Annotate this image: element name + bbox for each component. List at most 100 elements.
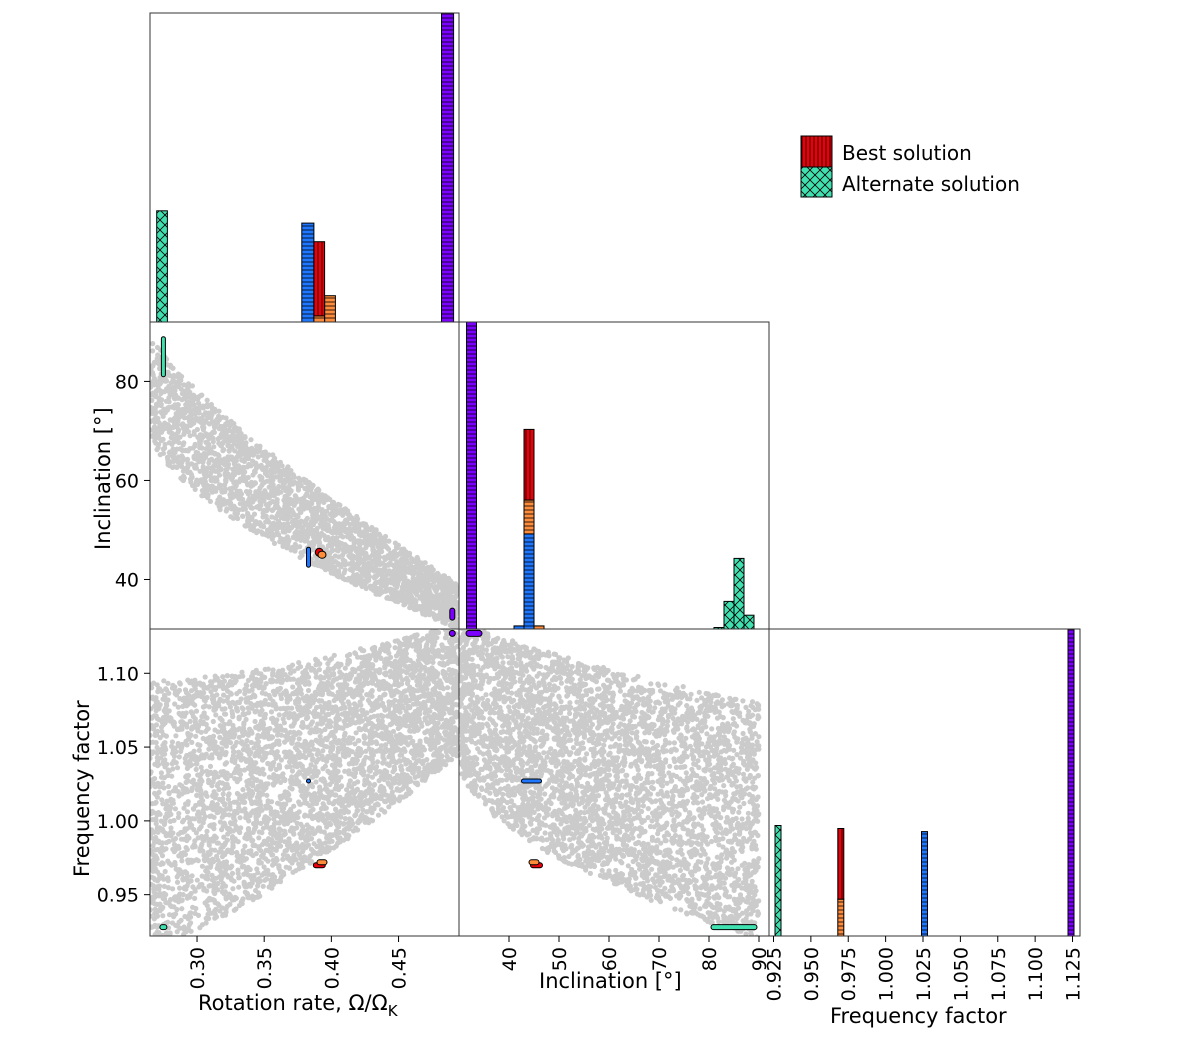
cloud-point [255, 870, 261, 876]
cloud-point [397, 747, 403, 754]
cloud-point [197, 438, 203, 445]
cloud-point [223, 508, 229, 514]
cloud-point [224, 466, 230, 472]
cloud-point [194, 426, 200, 433]
cloud-point [394, 571, 400, 577]
cloud-point [242, 843, 248, 849]
cloud-point [285, 539, 291, 545]
cloud-point [425, 576, 431, 583]
cloud-point [211, 826, 217, 832]
cloud-point [338, 532, 344, 539]
cloud-point [295, 487, 301, 493]
cloud-point [150, 827, 155, 833]
cloud-point [337, 502, 343, 508]
cloud-point [261, 864, 267, 870]
cloud-point [395, 579, 401, 585]
cloud-point [160, 913, 166, 919]
cloud-point [336, 543, 342, 549]
cloud-point [311, 746, 317, 752]
cloud-point [197, 468, 203, 474]
cloud-point [191, 407, 197, 413]
cloud-point [257, 485, 263, 491]
cloud-point [165, 422, 171, 428]
cloud-point [168, 825, 174, 831]
cloud-point [240, 513, 246, 519]
cloud-point [247, 496, 253, 502]
cloud-point [156, 420, 162, 426]
cloud-point [237, 488, 243, 494]
cloud-point [179, 447, 185, 453]
cloud-point [239, 465, 246, 471]
cloud-point [248, 504, 254, 510]
cloud-point [235, 444, 241, 450]
cloud-point [260, 883, 266, 889]
cloud-point [191, 396, 197, 402]
cloud-point [150, 348, 156, 354]
cloud-point [156, 395, 162, 402]
cloud-point [444, 616, 450, 622]
cloud-point [191, 455, 197, 461]
cloud-point [176, 440, 182, 446]
cloud-point [234, 510, 240, 517]
cloud-point [230, 466, 236, 472]
cloud-point [229, 870, 236, 877]
cloud-point [430, 659, 436, 666]
cloud-point [207, 763, 214, 770]
cloud-point [212, 727, 218, 733]
cloud-point [199, 863, 205, 869]
cloud-point [158, 380, 164, 386]
cloud-point [165, 680, 171, 686]
cloud-point [339, 561, 345, 568]
cloud-point [392, 645, 398, 651]
cloud-point [329, 814, 336, 820]
cloud-point [194, 792, 200, 799]
cloud-point [400, 564, 406, 570]
cloud-point [280, 856, 286, 863]
cloud-point [209, 419, 215, 425]
cloud-point [322, 763, 328, 769]
cloud-point [185, 462, 191, 469]
cloud-point [176, 810, 182, 817]
cloud-rotation-frequency [150, 629, 459, 936]
cloud-point [299, 527, 305, 533]
cloud-point [167, 449, 173, 455]
cloud-point [280, 542, 287, 548]
cloud-point [209, 752, 215, 758]
cloud-point [419, 773, 426, 779]
cloud-point [264, 527, 271, 533]
cloud-point [173, 392, 179, 398]
cloud-point [309, 497, 316, 503]
cloud-point [165, 459, 171, 465]
cloud-point [150, 370, 156, 376]
cloud-point [180, 421, 186, 427]
cloud-point [356, 549, 362, 555]
cloud-point [311, 560, 317, 567]
cloud-point [296, 736, 302, 742]
cloud-point [289, 705, 295, 711]
cloud-point [391, 563, 397, 569]
cloud-point [302, 538, 308, 544]
cloud-point [378, 743, 385, 749]
cloud-point [208, 813, 214, 819]
cloud-point [292, 548, 298, 554]
cloud-point [286, 715, 292, 721]
cloud-point [192, 816, 198, 822]
cloud-point [434, 598, 441, 604]
cloud-point [174, 412, 180, 418]
cloud-point [245, 677, 252, 684]
cloud-point [225, 443, 231, 449]
cloud-point [379, 748, 385, 754]
cloud-point [277, 539, 283, 545]
cloud-point [202, 475, 208, 481]
cloud-point [399, 587, 405, 593]
cloud-point [240, 505, 246, 511]
cloud-point [419, 566, 425, 572]
cloud-point [219, 747, 225, 753]
cloud-point [159, 429, 165, 435]
cloud-point [156, 435, 162, 441]
cloud-point [150, 410, 155, 416]
cloud-point [393, 553, 399, 559]
cloud-point [438, 608, 444, 614]
cloud-point [301, 767, 307, 773]
cloud-point [193, 781, 199, 787]
